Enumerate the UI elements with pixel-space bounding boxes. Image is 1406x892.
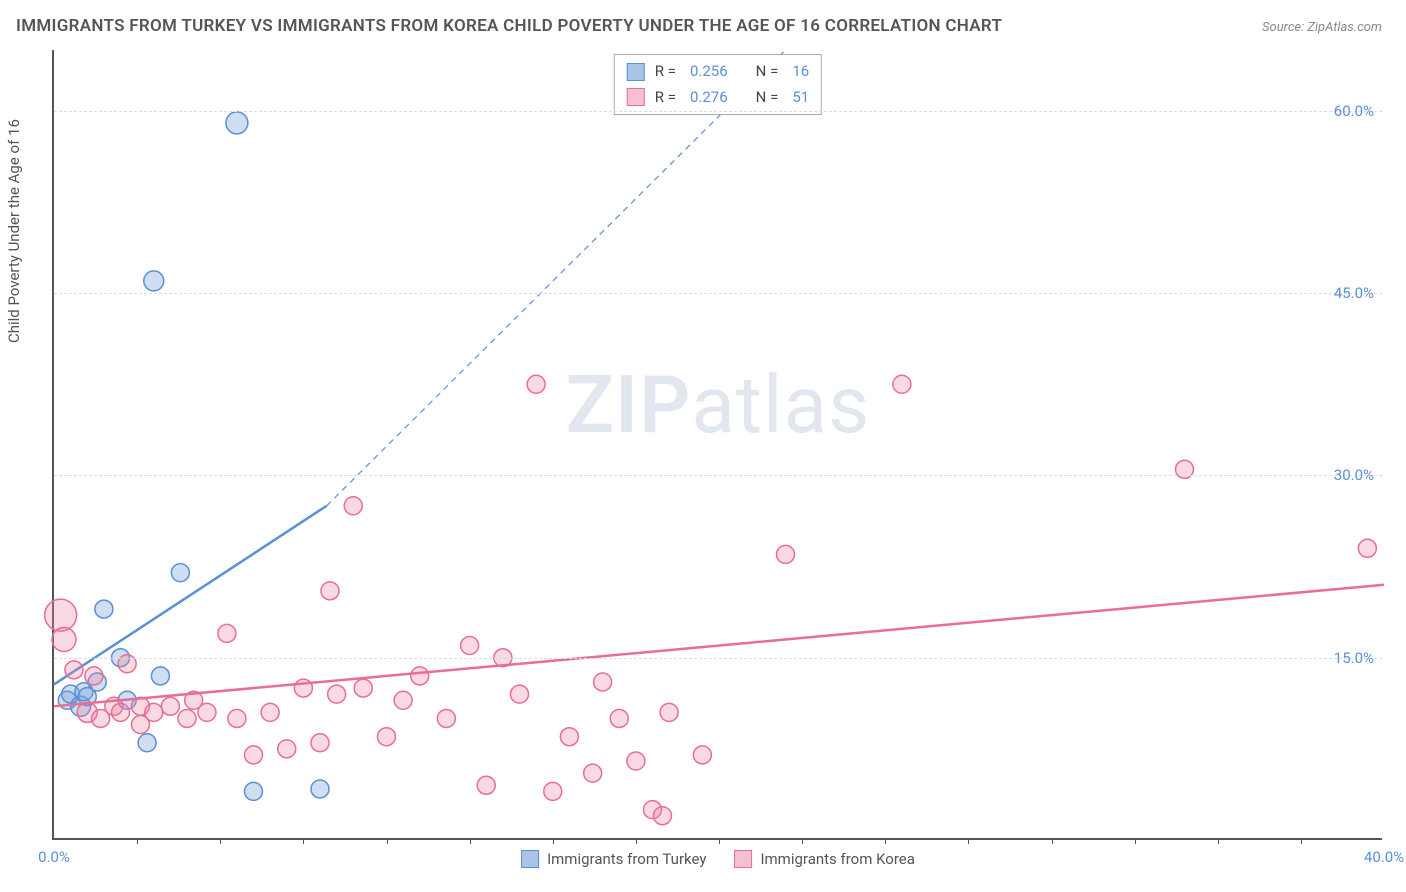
x-tick-mark [1218, 838, 1219, 844]
scatter-point [245, 746, 263, 764]
n-label: N = [756, 85, 779, 111]
scatter-point [178, 709, 196, 727]
swatch-turkey-bottom [521, 850, 539, 868]
x-tick-mark [553, 838, 554, 844]
r-value-turkey: 0.256 [690, 59, 728, 85]
scatter-point [660, 703, 678, 721]
chart-title: IMMIGRANTS FROM TURKEY VS IMMIGRANTS FRO… [16, 16, 1002, 36]
scatter-point [653, 807, 671, 825]
legend-item-korea: Immigrants from Korea [734, 850, 914, 868]
legend-label-turkey: Immigrants from Turkey [547, 850, 706, 868]
x-tick-mark [968, 838, 969, 844]
legend-bottom: Immigrants from Turkey Immigrants from K… [521, 850, 915, 868]
r-label: R = [655, 59, 676, 85]
scatter-point [198, 703, 216, 721]
grid-line [54, 111, 1382, 112]
x-tick-label: 40.0% [1364, 848, 1404, 866]
scatter-point [394, 691, 412, 709]
scatter-point [218, 624, 236, 642]
scatter-point [777, 545, 795, 563]
scatter-point [610, 709, 628, 727]
scatter-point [112, 703, 130, 721]
scatter-point [511, 685, 529, 703]
x-tick-mark [719, 838, 720, 844]
scatter-point [1358, 539, 1376, 557]
scatter-point [328, 685, 346, 703]
scatter-point [594, 673, 612, 691]
regression-line-extension [327, 50, 786, 506]
scatter-point [245, 782, 263, 800]
y-axis-label: Child Poverty Under the Age of 16 [5, 119, 23, 343]
legend-item-turkey: Immigrants from Turkey [521, 850, 706, 868]
scatter-point [145, 703, 163, 721]
x-tick-mark [470, 838, 471, 844]
scatter-point [226, 112, 248, 134]
swatch-turkey [627, 63, 645, 81]
scatter-point [344, 497, 362, 515]
scatter-point [544, 782, 562, 800]
scatter-point [95, 600, 113, 618]
scatter-point [321, 582, 339, 600]
x-tick-mark [387, 838, 388, 844]
scatter-point [228, 709, 246, 727]
regression-line [54, 585, 1384, 707]
x-tick-mark [1135, 838, 1136, 844]
n-value-korea: 51 [792, 85, 809, 111]
scatter-point [311, 780, 329, 798]
y-tick-label: 15.0% [1334, 649, 1374, 667]
y-tick-label: 30.0% [1334, 466, 1374, 484]
x-tick-label: 0.0% [38, 848, 70, 866]
scatter-point [411, 667, 429, 685]
scatter-point [354, 679, 372, 697]
r-label: R = [655, 85, 676, 111]
scatter-point [138, 734, 156, 752]
source-attribution: Source: ZipAtlas.com [1262, 20, 1382, 35]
legend-label-korea: Immigrants from Korea [760, 850, 914, 868]
scatter-point [477, 776, 495, 794]
scatter-point [560, 728, 578, 746]
scatter-point [378, 728, 396, 746]
scatter-point [52, 627, 76, 651]
scatter-point [144, 271, 164, 291]
scatter-point [45, 599, 77, 631]
x-tick-mark [636, 838, 637, 844]
x-tick-mark [885, 838, 886, 844]
x-tick-mark [137, 838, 138, 844]
legend-correlation-box: R = 0.256 N = 16 R = 0.276 N = 51 [614, 54, 822, 115]
scatter-point [278, 740, 296, 758]
x-tick-mark [1301, 838, 1302, 844]
scatter-point [893, 375, 911, 393]
r-value-korea: 0.276 [690, 85, 728, 111]
legend-row-korea: R = 0.276 N = 51 [627, 85, 809, 111]
scatter-point [151, 667, 169, 685]
plot-area: ZIPatlas R = 0.256 N = 16 R = 0.276 N = … [52, 50, 1382, 840]
scatter-point [693, 746, 711, 764]
x-tick-mark [1052, 838, 1053, 844]
grid-line [54, 475, 1382, 476]
y-tick-label: 45.0% [1334, 284, 1374, 302]
scatter-point [65, 661, 83, 679]
scatter-point [311, 734, 329, 752]
grid-line [54, 293, 1382, 294]
scatter-point [171, 564, 189, 582]
n-value-turkey: 16 [792, 59, 809, 85]
x-tick-mark [303, 838, 304, 844]
plot-svg [54, 50, 1382, 838]
scatter-point [437, 709, 455, 727]
scatter-point [627, 752, 645, 770]
y-tick-label: 60.0% [1334, 102, 1374, 120]
x-tick-mark [802, 838, 803, 844]
x-tick-mark [220, 838, 221, 844]
scatter-point [161, 697, 179, 715]
legend-row-turkey: R = 0.256 N = 16 [627, 59, 809, 85]
scatter-point [527, 375, 545, 393]
grid-line [54, 658, 1382, 659]
scatter-point [261, 703, 279, 721]
scatter-point [584, 764, 602, 782]
swatch-korea-bottom [734, 850, 752, 868]
scatter-point [461, 637, 479, 655]
swatch-korea [627, 88, 645, 106]
n-label: N = [756, 59, 779, 85]
scatter-point [85, 667, 103, 685]
